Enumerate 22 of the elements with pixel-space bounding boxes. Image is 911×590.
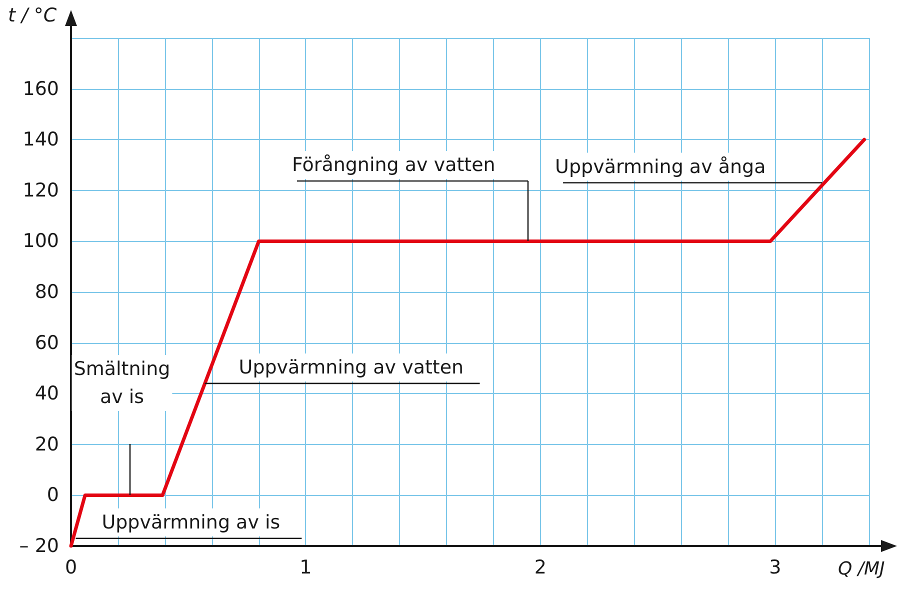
y-axis-title: t / °C <box>8 4 58 26</box>
y-tick-label: 160 <box>22 78 59 100</box>
annotation: Förångning av vatten <box>292 154 496 176</box>
y-tick-label: 20 <box>34 433 59 456</box>
x-tick-label: 2 <box>534 556 546 578</box>
x-axis-title: Q /MJ <box>838 558 885 580</box>
annotation: Uppvärmning av ånga <box>555 156 766 178</box>
y-tick-label: 60 <box>34 332 59 354</box>
y-tick-label: 100 <box>22 230 59 252</box>
x-tick-label: 3 <box>769 556 782 578</box>
line-series <box>69 138 866 548</box>
y-tick-label: 40 <box>34 382 59 405</box>
annotation: Uppvärmning av is <box>102 511 280 534</box>
y-tick-label: – 20 <box>19 535 59 557</box>
annotation: Smältning av is <box>74 358 170 408</box>
y-tick-label: 120 <box>22 179 59 202</box>
y-tick-label: 0 <box>46 484 59 506</box>
x-tick-label: 1 <box>300 556 312 578</box>
annotation: Uppvärmning av vatten <box>238 356 464 378</box>
x-tick-label: 0 <box>64 556 78 578</box>
y-tick-label: 80 <box>34 281 59 303</box>
y-tick-label: 140 <box>22 128 59 151</box>
